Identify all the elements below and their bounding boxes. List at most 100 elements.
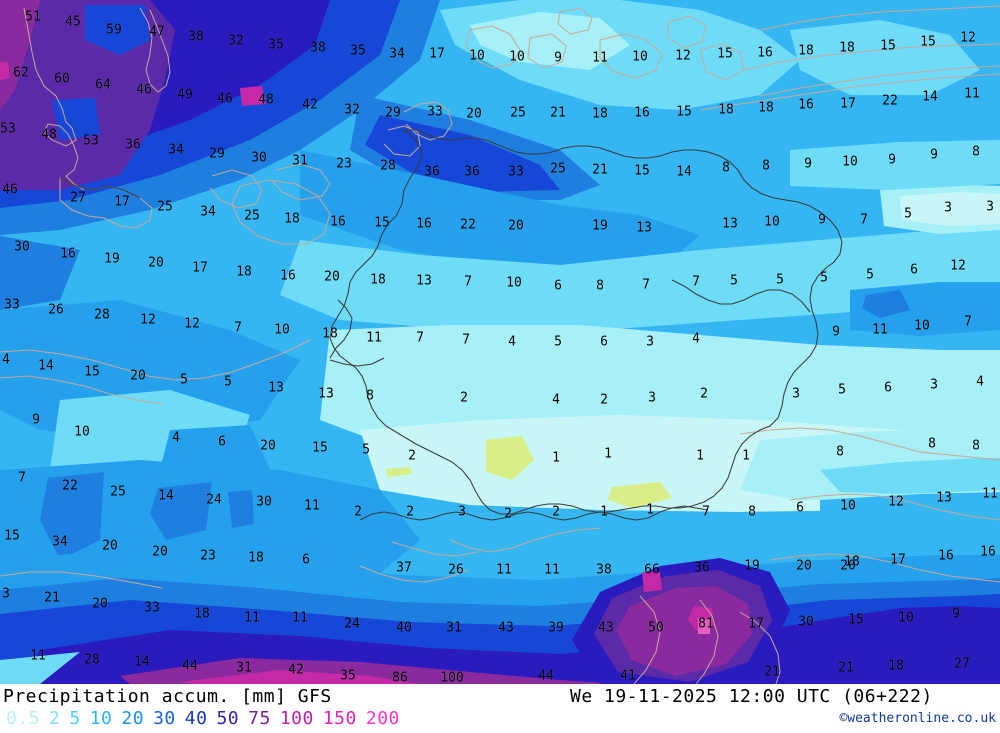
precip-value: 8 [366,388,374,404]
precip-value: 6 [218,434,226,450]
precip-value: 20 [148,255,164,271]
precip-value: 8 [596,278,604,294]
precip-value: 22 [460,217,476,233]
legend-tick-100[interactable]: 100 [279,708,314,729]
precip-value: 14 [158,488,174,504]
precip-value: 10 [898,610,914,626]
core-200-se [698,618,710,634]
precip-value: 11 [366,330,382,346]
legend-tick-5[interactable]: 5 [69,708,81,729]
precip-value: 21 [592,162,608,178]
precip-value: 7 [964,314,972,330]
precip-value: 10 [764,214,780,230]
precipitation-map[interactable]: 51 45 59 47 38 32 35 38 35 34 17 10 10 9 11 10 12 15 16 18 1… [0,0,1000,684]
precip-value: 53 [83,133,99,149]
precip-value: 6 [796,500,804,516]
legend-tick-75[interactable]: 75 [248,708,271,729]
precip-value: 9 [888,152,896,168]
precip-value: 16 [60,246,76,262]
precip-value: 17 [429,46,445,62]
precip-value: 7 [416,330,424,346]
precip-value: 26 [448,562,464,578]
precip-value: 24 [206,492,222,508]
precip-value: 6 [884,380,892,396]
precip-value: 11 [304,498,320,514]
legend-tick-50[interactable]: 50 [216,708,240,729]
legend-tick-200[interactable]: 200 [365,708,400,729]
precip-value: 25 [110,484,126,500]
precip-value: 5 [866,267,874,283]
precip-value: 38 [596,562,612,578]
legend-tick-2[interactable]: 2 [49,708,61,729]
precip-value: 18 [839,40,855,56]
precip-value: 15 [848,612,864,628]
precip-value: 9 [930,147,938,163]
precip-value: 35 [268,37,284,53]
precip-value: 13 [936,490,952,506]
precip-value: 20 [260,438,276,454]
legend-tick-40[interactable]: 40 [184,708,208,729]
legend-tick-20[interactable]: 20 [121,708,145,729]
precip-value: 46 [2,182,18,198]
precip-value: 30 [251,150,267,166]
precip-value: 15 [717,46,733,62]
precip-value: 8 [972,438,980,454]
precip-value: 16 [330,214,346,230]
precip-value: 15 [920,34,936,50]
precip-value: 23 [336,156,352,172]
precip-value: 7 [234,320,242,336]
precip-value: 64 [95,77,111,93]
precip-value: 62 [13,65,29,81]
precip-value: 48 [41,127,57,143]
precip-value: 28 [84,652,100,668]
precip-value: 1 [600,504,608,520]
precip-value: 29 [209,146,225,162]
precip-value: 36 [694,560,710,576]
precip-value: 53 [0,121,16,137]
precip-value: 43 [498,620,514,636]
precip-value: 10 [469,48,485,64]
precip-value: 8 [748,504,756,520]
band-0p5-2-ne [900,192,1000,226]
precip-value: 18 [592,106,608,122]
precip-value: 5 [776,272,784,288]
blob-sw-a [40,472,104,560]
precip-value: 19 [592,218,608,234]
precip-value: 7 [692,274,700,290]
precip-value: 46 [217,91,233,107]
band-150-nw [0,62,10,80]
precip-value: 18 [844,554,860,570]
precip-value: 42 [288,662,304,678]
legend-tick-10[interactable]: 10 [89,708,113,729]
precip-value: 18 [718,102,734,118]
precip-value: 5 [224,374,232,390]
precip-value: 18 [284,211,300,227]
legend-tick-0.5[interactable]: 0.5 [6,708,41,729]
band-2-5-denmark [470,12,630,70]
blob-sw-c [228,490,254,528]
precip-value: 27 [954,656,970,672]
legend-tick-150[interactable]: 150 [322,708,357,729]
precip-value: 2 [504,506,512,522]
precip-value: 6 [302,552,310,568]
precip-value: 12 [675,48,691,64]
dry-patch-b [608,482,672,508]
precip-value: 17 [840,96,856,112]
precip-value: 31 [292,153,308,169]
band-20-30-ne-corner [900,294,1000,330]
precip-value: 31 [446,620,462,636]
legend-tick-30[interactable]: 30 [153,708,176,729]
precip-value: 28 [380,158,396,174]
precip-value: 30 [798,614,814,630]
color-scale-legend[interactable]: 0.5 2 5 10 20 30 40 50 75 100 150 200 [6,708,409,729]
precip-value: 17 [890,552,906,568]
precip-value: 59 [106,22,122,38]
precip-value: 18 [236,264,252,280]
dry-patch-a [486,436,534,480]
copyright-label: ©weatheronline.co.uk [839,711,996,726]
band-100-150-nw [0,0,40,110]
precip-value: 20 [102,538,118,554]
precip-value: 21 [44,590,60,606]
precip-value: 5 [904,206,912,222]
country-borders-layer [59,129,843,521]
